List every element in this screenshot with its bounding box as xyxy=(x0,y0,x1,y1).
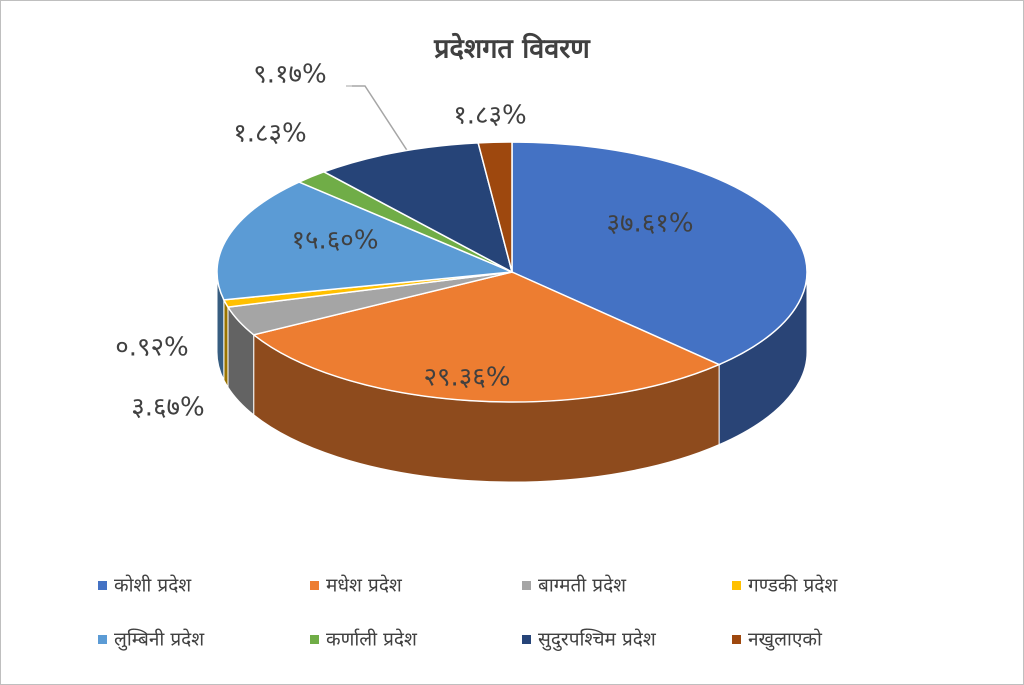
legend-marker xyxy=(98,581,107,590)
data-label: १.८३% xyxy=(453,101,527,131)
data-label: १.८३% xyxy=(233,119,307,149)
legend-marker xyxy=(98,635,107,644)
legend-label: कोशी प्रदेश xyxy=(114,574,192,597)
legend-label: सुदुरपश्चिम प्रदेश xyxy=(538,628,657,652)
pie-slice xyxy=(252,271,721,403)
legend-marker xyxy=(522,581,531,590)
pie-slice xyxy=(511,141,808,366)
pie-slice xyxy=(477,141,513,273)
legend-label: गण्डकी प्रदेश xyxy=(748,574,838,597)
pie-slice xyxy=(216,181,513,301)
data-label: ३.६७% xyxy=(131,393,205,423)
pie-side xyxy=(223,299,229,389)
legend-label: मधेश प्रदेश xyxy=(326,574,403,597)
chart-title: प्रदेशगत विवरण xyxy=(433,33,591,65)
pie xyxy=(216,141,808,483)
data-label: १५.६०% xyxy=(291,226,378,256)
data-label: २९.३६% xyxy=(423,363,510,393)
legend-label: कर्णाली प्रदेश xyxy=(326,628,418,651)
leader-line xyxy=(352,85,413,159)
legend-marker xyxy=(522,635,531,644)
data-label: ३७.६१% xyxy=(606,209,693,239)
pie-slice xyxy=(322,142,514,274)
legend-marker xyxy=(310,635,319,644)
legend-marker xyxy=(732,635,741,644)
legend-marker xyxy=(310,581,319,590)
legend-label: बाग्मती प्रदेश xyxy=(538,574,627,597)
legend-label: लुम्बिनी प्रदेश xyxy=(114,628,205,652)
legend-label: नखुलाएको xyxy=(748,628,823,652)
legend-marker xyxy=(732,581,741,590)
data-label: ०.९२% xyxy=(115,333,189,363)
data-label: ९.१७% xyxy=(253,60,327,90)
